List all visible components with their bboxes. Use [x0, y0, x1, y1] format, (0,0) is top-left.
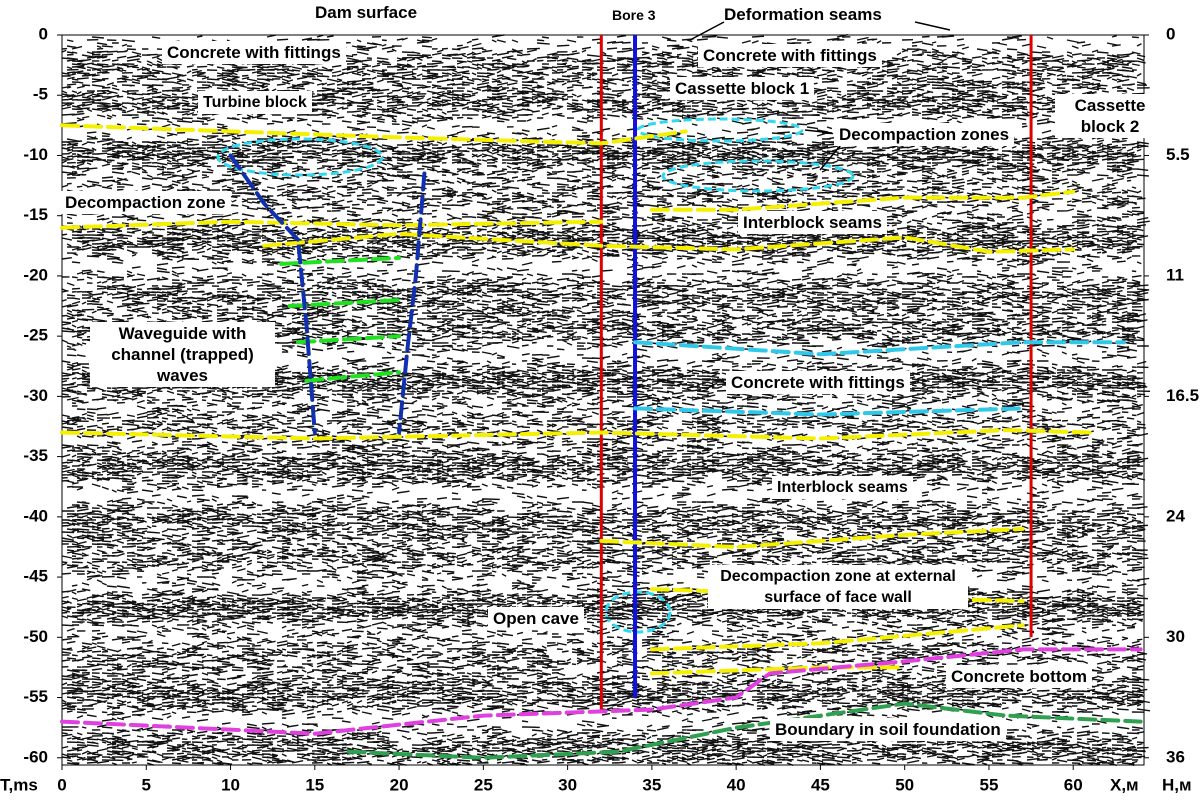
annotation: Concrete with fittings	[162, 41, 346, 64]
annotation: Waveguide with channel (trapped) waves	[90, 322, 275, 387]
x-tick-label: 45	[811, 775, 830, 794]
annotation: Cassette block 1	[670, 77, 815, 100]
annotation: Decompaction zones	[834, 123, 1015, 146]
annotation: Interblock seams	[772, 476, 913, 499]
y-tick-label: -50	[23, 627, 48, 646]
annotation: Turbine block	[198, 91, 312, 114]
y2-tick-label: 30	[1166, 627, 1185, 646]
x-tick-label: 0	[57, 775, 66, 794]
annotation: Concrete with fittings	[698, 44, 882, 67]
y-axis-label: T,ms	[0, 775, 38, 794]
horizon	[649, 623, 1025, 652]
x-tick-label: 35	[642, 775, 661, 794]
y2-tick-label: 24	[1166, 506, 1185, 525]
y-tick-label: -45	[23, 567, 48, 586]
x-tick-label: 50	[895, 775, 914, 794]
annotation: Decompaction zone	[60, 191, 231, 214]
horizon	[279, 255, 402, 266]
annotation: Bore 3	[612, 7, 656, 23]
y-tick-label: -15	[23, 205, 48, 224]
leader	[804, 129, 833, 134]
annotation: Cassette block 2	[1055, 94, 1165, 138]
axes: 0 5 10 15 20 25 30 35 40 45 50 55 60 0 -5 -10 -15 -20 -25 -…	[23, 24, 1199, 794]
zone	[216, 137, 384, 177]
x-tick-label: 30	[558, 775, 577, 794]
plot-frame	[61, 34, 1145, 766]
x-tick-label: 15	[305, 775, 324, 794]
decompaction-zones	[216, 117, 855, 634]
y2-tick-label: 36	[1166, 747, 1185, 766]
horizon	[304, 370, 402, 383]
horizon	[60, 123, 688, 146]
horizon	[228, 153, 317, 435]
y-tick-label: -25	[23, 326, 48, 345]
y-tick-label: -20	[23, 265, 48, 284]
seismic-texture	[61, 34, 1151, 767]
y-tick-label: -55	[23, 687, 48, 706]
y2-tick-label: 11	[1166, 265, 1184, 284]
y-tick-label: -40	[23, 506, 48, 525]
horizon	[649, 189, 1076, 212]
x-tick-label: 55	[979, 775, 998, 794]
annotation: Interblock seams	[738, 211, 887, 234]
horizon	[599, 526, 1025, 550]
annotation: Boundary in soil foundation	[770, 718, 1006, 741]
x-tick-label: 20	[390, 775, 409, 794]
leader	[689, 21, 725, 41]
y-tick-label: -5	[33, 85, 48, 104]
leaders	[600, 21, 951, 619]
annotation: Deformation seams	[724, 5, 882, 24]
horizon	[296, 334, 402, 345]
annotation: Decompaction zone at external surface of…	[708, 565, 968, 609]
zone	[636, 117, 804, 143]
y-tick-label: -30	[23, 386, 48, 405]
y-tick-label: -60	[23, 747, 48, 766]
x-tick-label: 40	[727, 775, 746, 794]
horizon	[633, 406, 1025, 417]
leader	[914, 21, 951, 31]
annotation: Concrete bottom	[946, 665, 1092, 688]
x-tick-label: 60	[1064, 775, 1083, 794]
horizon	[287, 298, 402, 308]
x-tick-label: 10	[221, 775, 240, 794]
horizon	[262, 231, 1076, 254]
texture	[61, 34, 1151, 767]
x-tick-label: 25	[474, 775, 493, 794]
y-tick-label: -10	[23, 145, 48, 164]
horizon	[633, 340, 1126, 357]
horizon	[60, 647, 1143, 736]
horizon	[60, 428, 1093, 441]
y2-tick-label: 5.5	[1166, 145, 1190, 164]
y2-tick-label: 16.5	[1166, 386, 1199, 405]
x-tick-label: 5	[142, 775, 151, 794]
y2-tick-label: 0	[1166, 24, 1175, 43]
x-axis-label: X,м	[1110, 775, 1139, 794]
horizon	[346, 701, 1143, 760]
y-tick-label: -35	[23, 446, 48, 465]
annotation: Dam surface	[315, 3, 418, 22]
annotation: Concrete with fittings	[726, 371, 910, 394]
y2-axis-label: H,м	[1162, 775, 1192, 794]
zone	[604, 590, 672, 634]
y-tick-label: 0	[39, 24, 48, 43]
horizon	[60, 219, 604, 230]
horizon	[397, 171, 427, 435]
zone	[661, 159, 855, 193]
annotation: Open cave	[488, 607, 584, 630]
